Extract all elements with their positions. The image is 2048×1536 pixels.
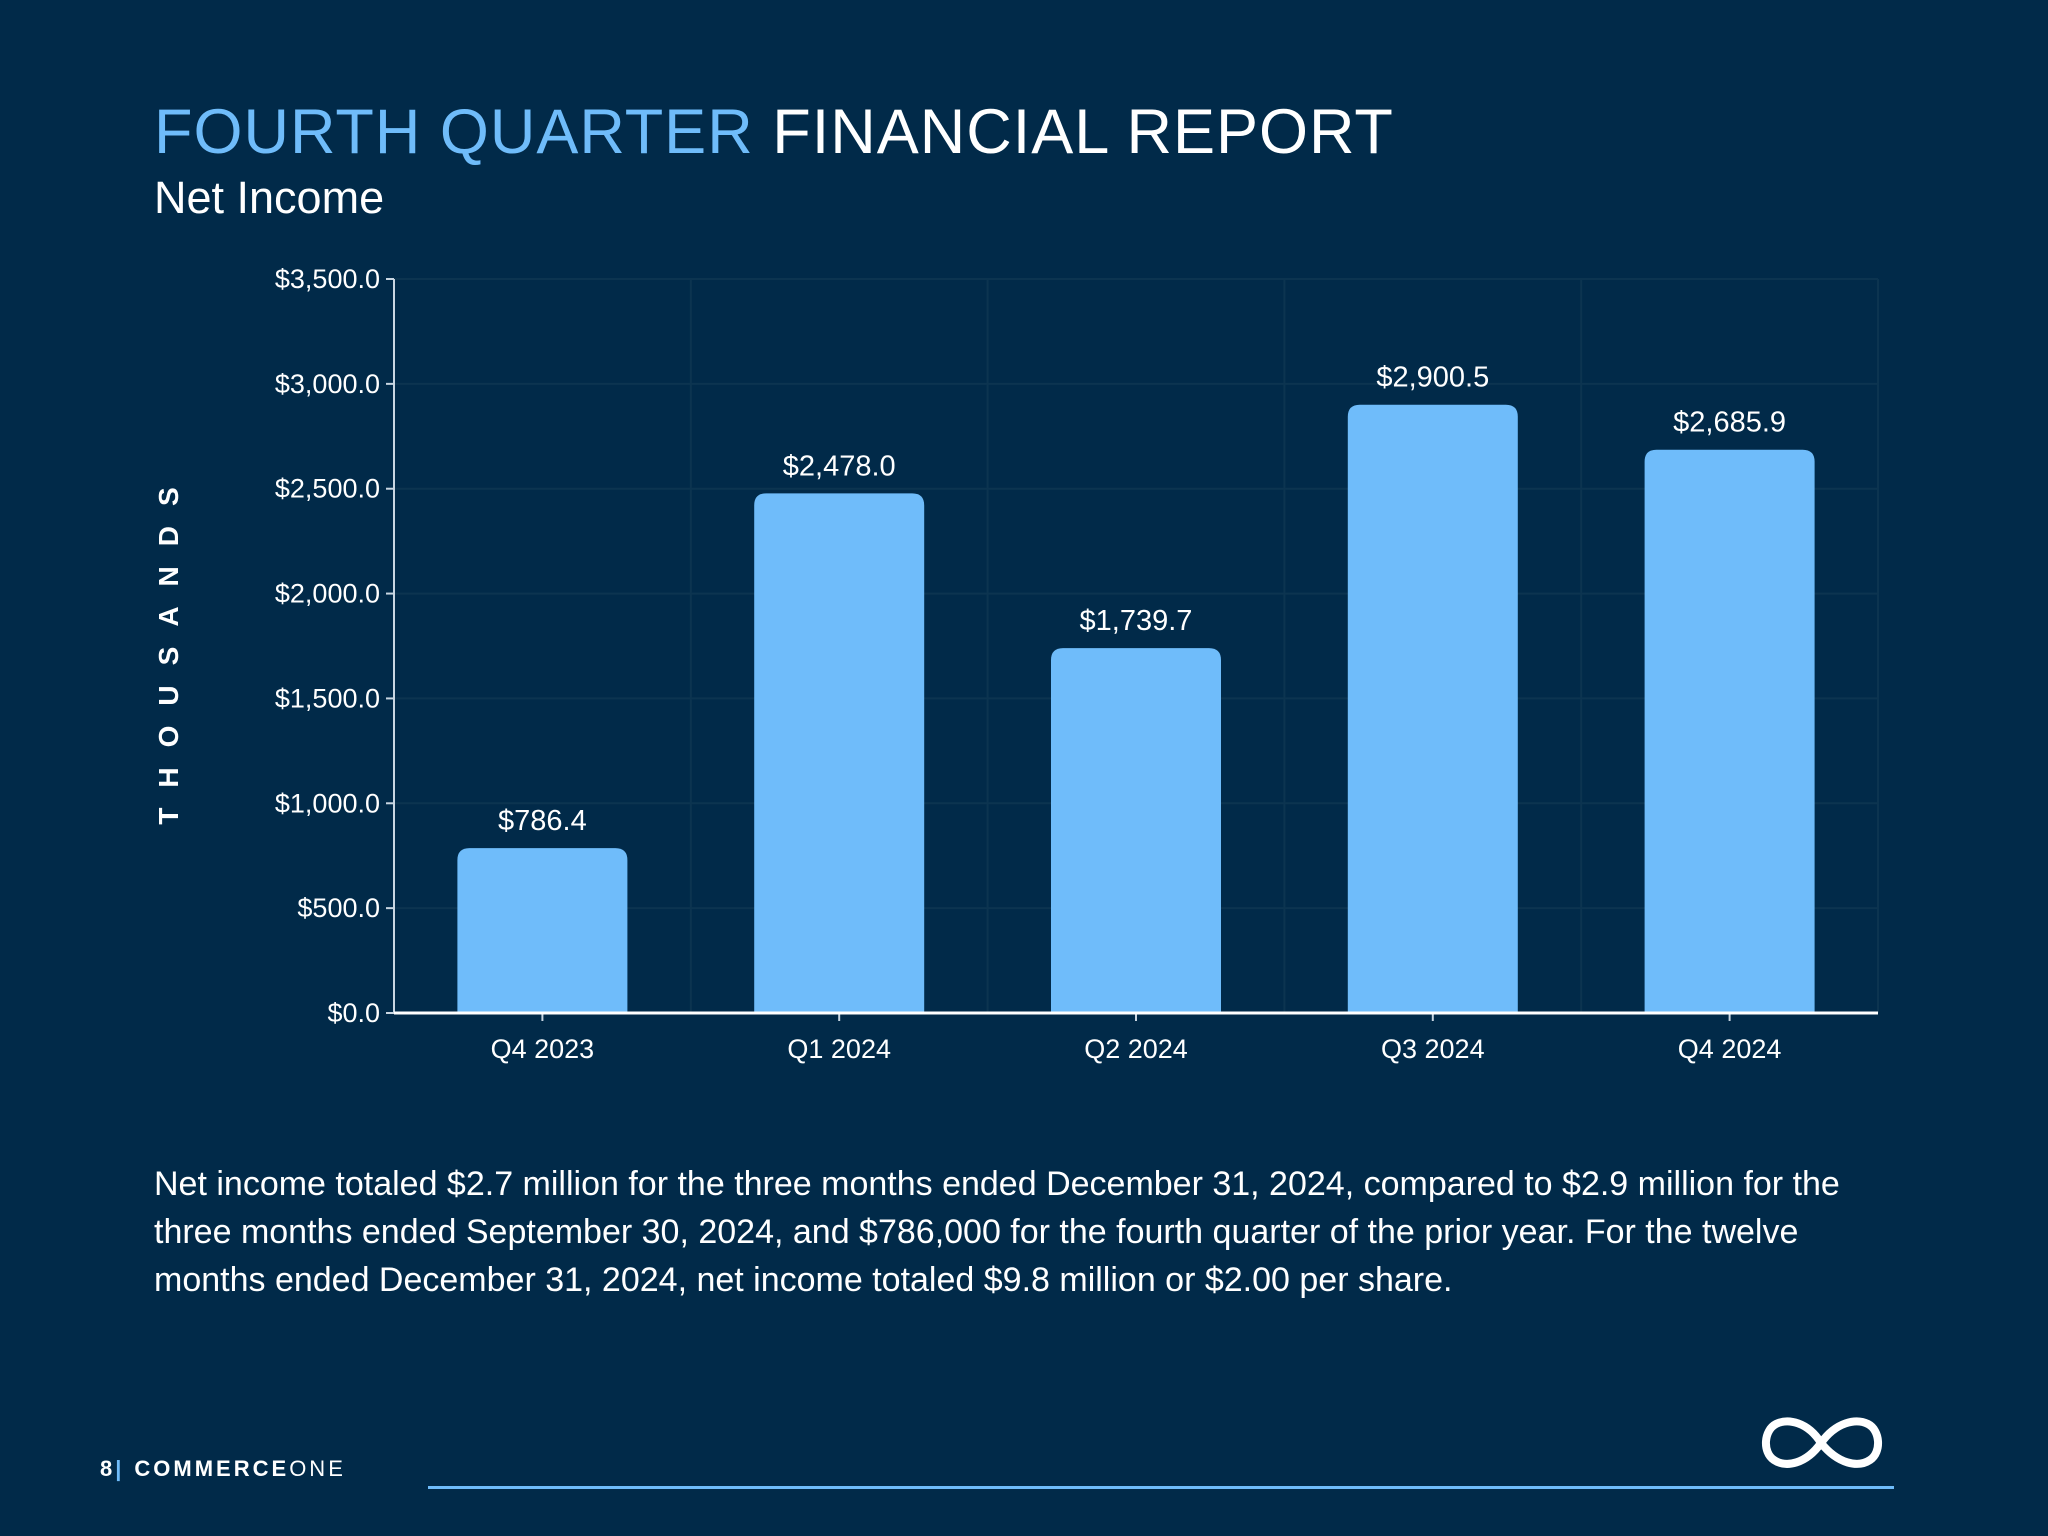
chart-bars [457,404,1815,1013]
bar [1644,449,1815,1013]
bar [457,848,628,1013]
category-label: Q2 2024 [1084,1034,1188,1064]
page-title: FOURTH QUARTER FINANCIAL REPORT [154,96,1394,168]
data-label: $2,900.5 [1376,362,1489,394]
brand-name-light: ONE [289,1456,346,1481]
footer-brand: 8| COMMERCEONE [100,1456,346,1482]
bar [1347,404,1518,1013]
category-label: Q4 2023 [491,1034,595,1064]
chart-grid [394,278,1879,1013]
y-tick-label: $3,000.0 [275,369,380,399]
category-label: Q3 2024 [1381,1034,1485,1064]
y-tick-label: $1,500.0 [275,683,380,713]
data-label: $1,739.7 [1080,605,1193,637]
y-axis-title: THOUSANDS [153,467,184,824]
category-label: Q1 2024 [787,1034,891,1064]
y-tick-label: $500.0 [297,893,380,923]
title-accent: FOURTH QUARTER [154,97,754,167]
y-tick-label: $2,000.0 [275,579,380,609]
chart-labels: $0.0 $500.0 $1,000.0 $1,500.0 $2,000.0 $2,500… [153,264,1786,1064]
title-main: FINANCIAL REPORT [772,97,1394,167]
y-tick-label: $1,000.0 [275,788,380,818]
y-tick-label: $2,500.0 [275,474,380,504]
brand-name-strong: COMMERCE [134,1456,290,1481]
summary-paragraph: Net income totaled $2.7 million for the … [154,1165,1840,1299]
y-tick-label: $3,500.0 [275,264,380,294]
category-label: Q4 2024 [1678,1034,1782,1064]
y-tick-label: $0.0 [327,998,380,1028]
bar [1051,648,1221,1013]
chart-axes [386,278,1878,1021]
page-number: 8 [100,1456,116,1481]
net-income-bar-chart: $0.0 $500.0 $1,000.0 $1,500.0 $2,000.0 $2,500… [153,264,1879,1064]
bar [754,493,925,1013]
page-subtitle: Net Income [154,172,385,223]
infinity-logo-icon [1762,1417,1882,1468]
footer-separator: | [115,1456,125,1481]
data-label: $2,685.9 [1673,407,1786,439]
footer-divider [428,1486,1894,1489]
data-label: $2,478.0 [783,450,896,482]
data-label: $786.4 [498,805,587,837]
